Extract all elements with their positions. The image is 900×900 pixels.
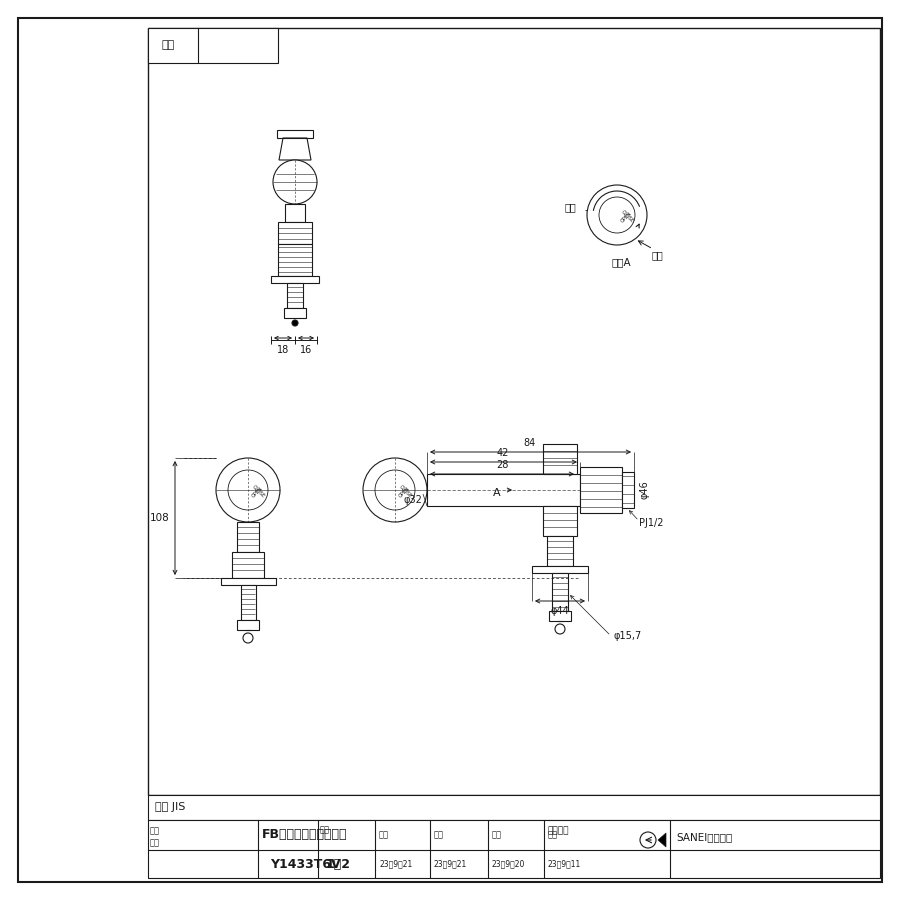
Text: 84: 84 [524, 438, 536, 448]
Bar [552, 573, 568, 611]
Text: 108: 108 [150, 513, 170, 523]
Circle shape [599, 197, 635, 233]
Text: CLOSE: CLOSE [620, 210, 634, 224]
Text: PJ1/2: PJ1/2 [639, 518, 663, 528]
Text: 設計: 設計 [548, 831, 558, 840]
Text: 23・9・21: 23・9・21 [434, 860, 467, 868]
Text: 製図: 製図 [492, 831, 502, 840]
Text: φ15,7: φ15,7 [613, 631, 641, 641]
Text: 1：2: 1：2 [326, 858, 351, 870]
Bar [237, 522, 259, 552]
Text: 18: 18 [277, 345, 289, 355]
Bar [580, 467, 622, 513]
Text: 検図: 検図 [434, 831, 444, 840]
Text: 23・9・21: 23・9・21 [379, 860, 412, 868]
Polygon shape [658, 833, 666, 847]
Circle shape [587, 185, 647, 245]
Circle shape [375, 470, 415, 510]
Text: 矢視A: 矢視A [612, 257, 632, 267]
Text: FB洗漯機用送り座水栓: FB洗漯機用送り座水栓 [262, 829, 347, 842]
Bar [547, 536, 573, 566]
Circle shape [363, 458, 427, 522]
Bar [278, 222, 312, 244]
Circle shape [273, 160, 317, 204]
Text: 図番: 図番 [161, 40, 175, 50]
Bar [221, 578, 276, 585]
Text: 23・9・11: 23・9・11 [548, 860, 581, 868]
Bar [284, 308, 306, 318]
Text: 23・9・20: 23・9・20 [492, 860, 526, 868]
Text: 備考 JIS: 備考 JIS [155, 802, 185, 812]
Bar [148, 28, 278, 63]
Text: φ44: φ44 [551, 606, 570, 616]
Text: 16: 16 [300, 345, 312, 355]
Text: CLOSE: CLOSE [398, 484, 413, 500]
Bar [287, 283, 303, 308]
Bar [622, 472, 634, 508]
Bar [271, 276, 319, 283]
Text: 吐水: 吐水 [652, 250, 664, 260]
Bar [148, 820, 880, 878]
Bar [232, 552, 264, 578]
Text: OPEN: OPEN [251, 485, 264, 499]
Text: 止水: 止水 [565, 202, 577, 212]
Bar [277, 130, 313, 138]
Text: 尺度: 尺度 [320, 825, 330, 834]
Text: Y1433T6V: Y1433T6V [270, 858, 340, 870]
Bar [427, 474, 580, 506]
Bar [148, 28, 880, 795]
Text: 42: 42 [497, 448, 509, 458]
Bar [543, 444, 577, 474]
Bar [543, 506, 577, 536]
Text: A: A [493, 488, 500, 498]
Circle shape [228, 470, 268, 510]
Text: OPEN: OPEN [398, 485, 411, 499]
Bar [278, 244, 312, 276]
Bar [532, 566, 588, 573]
Text: CLOSE: CLOSE [251, 484, 266, 500]
Text: 品名: 品名 [150, 826, 160, 835]
Circle shape [292, 320, 298, 326]
Text: 品番: 品番 [150, 839, 160, 848]
Bar [285, 204, 305, 222]
Text: 承認: 承認 [379, 831, 389, 840]
Text: OPEN: OPEN [620, 211, 633, 223]
Bar [237, 620, 259, 630]
Text: φ46: φ46 [639, 481, 649, 500]
Text: 第三角法: 第三角法 [548, 826, 570, 835]
Text: SANEI株式会社: SANEI株式会社 [676, 832, 733, 842]
Bar [549, 611, 571, 621]
Bar [241, 585, 256, 620]
Circle shape [216, 458, 280, 522]
Bar [148, 795, 880, 820]
Text: 28: 28 [496, 460, 508, 470]
Text: φ32: φ32 [403, 495, 422, 505]
